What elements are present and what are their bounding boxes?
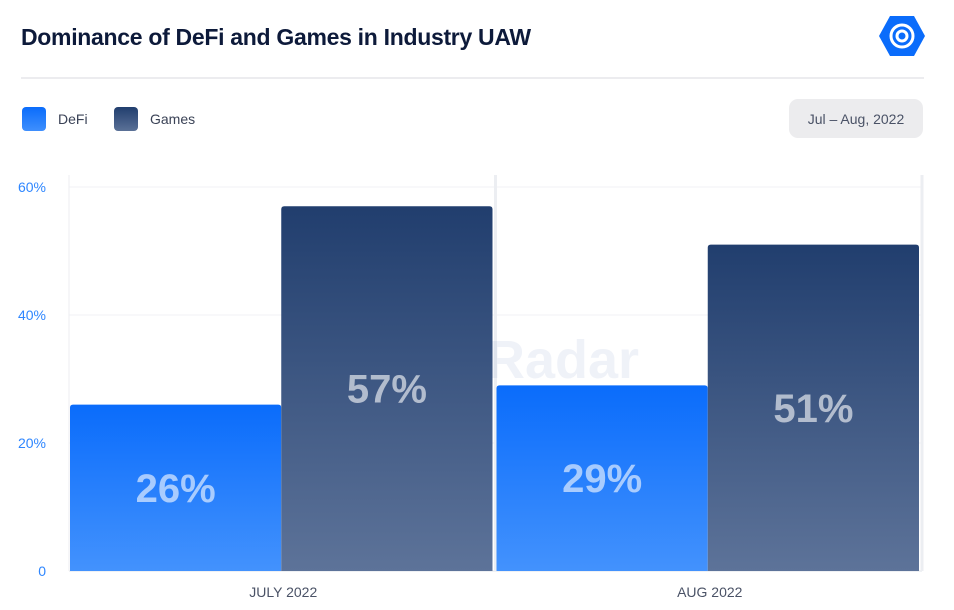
- x-tick-label: JULY 2022: [249, 584, 317, 600]
- bar-games: [281, 206, 493, 571]
- header-divider: [21, 77, 924, 79]
- x-tick-label: AUG 2022: [677, 584, 743, 600]
- bar-games: [707, 244, 919, 571]
- defi-swatch: [22, 107, 46, 131]
- bar-value-label: 57%: [347, 368, 427, 412]
- y-tick-label: 40%: [18, 307, 46, 323]
- legend-item-games[interactable]: Games: [114, 107, 195, 131]
- y-tick-label: 60%: [18, 179, 46, 195]
- bar-value-label: 51%: [773, 387, 853, 431]
- y-tick-label: 0: [38, 563, 46, 579]
- dappradar-logo-icon: [879, 16, 925, 56]
- bar-value-label: 29%: [562, 457, 642, 501]
- bar-defi: [496, 385, 708, 571]
- legend-item-defi[interactable]: DeFi: [22, 107, 88, 131]
- games-swatch: [114, 107, 138, 131]
- legend-label: DeFi: [58, 111, 88, 127]
- legend-label: Games: [150, 111, 196, 127]
- bar-defi: [70, 404, 282, 571]
- date-range-button[interactable]: Jul – Aug, 2022: [789, 99, 923, 138]
- bar-value-label: 26%: [136, 467, 216, 511]
- chart-title: Dominance of DeFi and Games in Industry …: [21, 24, 531, 50]
- y-tick-label: 20%: [18, 435, 46, 451]
